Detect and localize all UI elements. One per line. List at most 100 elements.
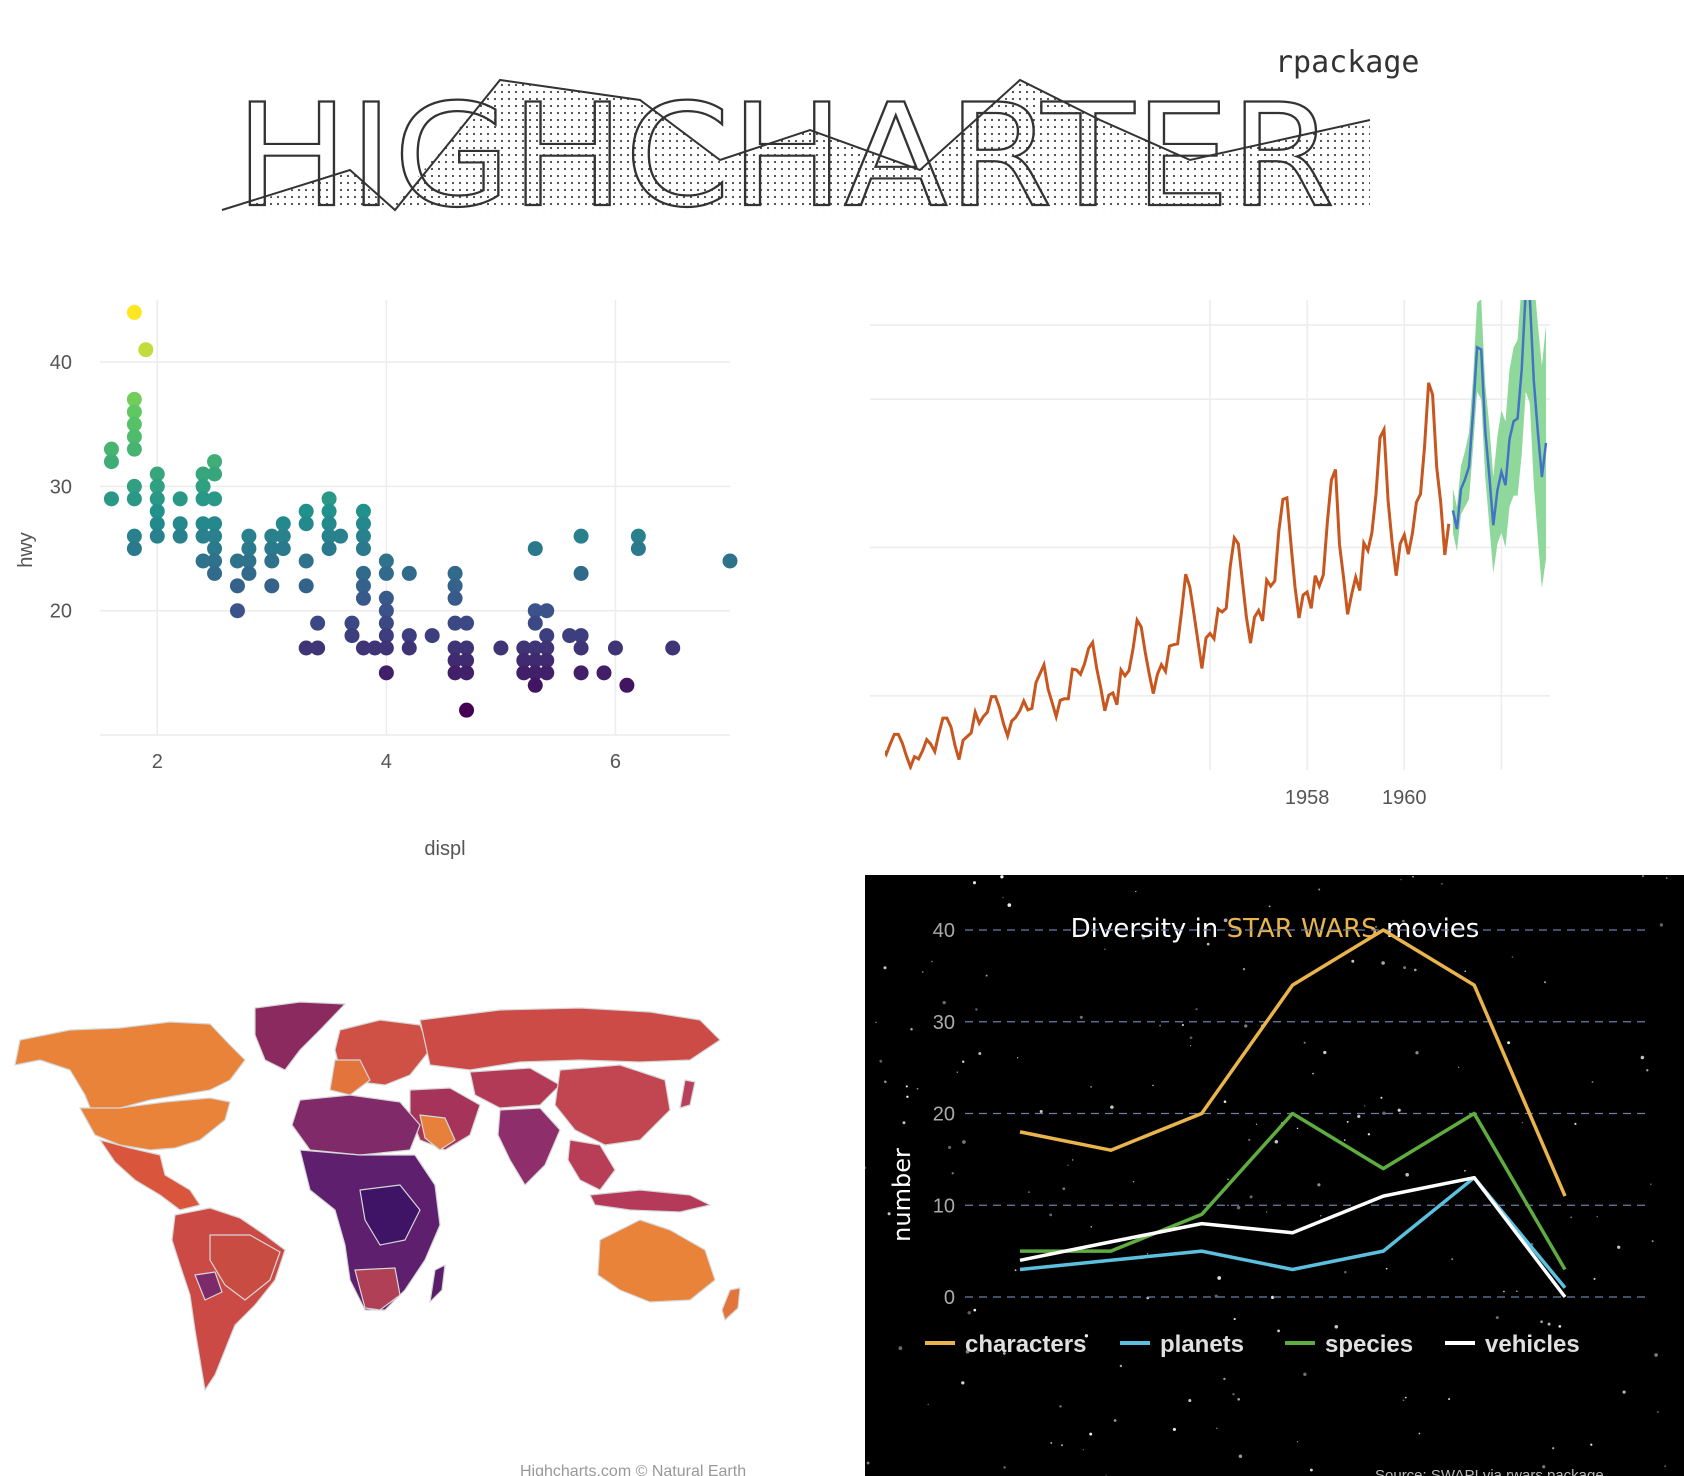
scatter-point[interactable] (126, 441, 142, 457)
scatter-point[interactable] (126, 478, 142, 494)
scatter-point[interactable] (207, 528, 223, 544)
scatter-point[interactable] (447, 665, 463, 681)
scatter-point[interactable] (355, 640, 371, 656)
scatter-point[interactable] (527, 541, 543, 557)
scatter-point[interactable] (207, 466, 223, 482)
scatter-point[interactable] (527, 640, 543, 656)
scatter-point[interactable] (401, 565, 417, 581)
scatter-point[interactable] (333, 528, 349, 544)
scatter-point[interactable] (321, 516, 337, 532)
scatter-point[interactable] (126, 416, 142, 432)
scatter-point[interactable] (149, 503, 165, 519)
scatter-point[interactable] (459, 652, 475, 668)
scatter-point[interactable] (355, 565, 371, 581)
scatter-point[interactable] (264, 541, 280, 557)
scatter-point[interactable] (573, 665, 589, 681)
scatter-point[interactable] (607, 640, 623, 656)
scatter-point[interactable] (401, 628, 417, 644)
scatter-point[interactable] (527, 677, 543, 693)
scatter-point[interactable] (401, 640, 417, 656)
scatter-point[interactable] (149, 466, 165, 482)
scatter-point[interactable] (459, 665, 475, 681)
scatter-point[interactable] (229, 553, 245, 569)
scatter-point[interactable] (355, 590, 371, 606)
scatter-point[interactable] (241, 541, 257, 557)
scatter-point[interactable] (665, 640, 681, 656)
scatter-point[interactable] (722, 553, 738, 569)
scatter-point[interactable] (355, 541, 371, 557)
scatter-point[interactable] (562, 628, 578, 644)
scatter-point[interactable] (195, 516, 211, 532)
scatter-point[interactable] (310, 640, 326, 656)
legend-item-vehicles[interactable]: vehicles (1485, 1331, 1580, 1358)
scatter-point[interactable] (539, 652, 555, 668)
scatter-point[interactable] (103, 454, 119, 470)
scatter-point[interactable] (447, 590, 463, 606)
scatter-point[interactable] (367, 640, 383, 656)
scatter-point[interactable] (298, 516, 314, 532)
scatter-point[interactable] (126, 491, 142, 507)
scatter-point[interactable] (630, 541, 646, 557)
scatter-point[interactable] (493, 640, 509, 656)
scatter-point[interactable] (229, 578, 245, 594)
scatter-point[interactable] (298, 553, 314, 569)
scatter-point[interactable] (149, 478, 165, 494)
scatter-point[interactable] (573, 640, 589, 656)
scatter-point[interactable] (378, 565, 394, 581)
scatter-point[interactable] (264, 578, 280, 594)
scatter-point[interactable] (172, 516, 188, 532)
scatter-point[interactable] (527, 665, 543, 681)
scatter-point[interactable] (275, 516, 291, 532)
scatter-point[interactable] (355, 578, 371, 594)
scatter-point[interactable] (195, 491, 211, 507)
scatter-point[interactable] (126, 391, 142, 407)
scatter-point[interactable] (378, 603, 394, 619)
scatter-point[interactable] (539, 603, 555, 619)
scatter-point[interactable] (103, 441, 119, 457)
scatter-point[interactable] (459, 702, 475, 718)
scatter-point[interactable] (126, 429, 142, 445)
scatter-point[interactable] (310, 615, 326, 631)
scatter-point[interactable] (207, 553, 223, 569)
scatter-point[interactable] (195, 466, 211, 482)
scatter-point[interactable] (447, 565, 463, 581)
scatter-point[interactable] (378, 640, 394, 656)
scatter-point[interactable] (630, 528, 646, 544)
legend-item-planets[interactable]: planets (1160, 1331, 1244, 1358)
starwars-series-vehicles[interactable] (1019, 1175, 1567, 1299)
scatter-point[interactable] (126, 541, 142, 557)
scatter-point[interactable] (298, 640, 314, 656)
scatter-point[interactable] (321, 541, 337, 557)
scatter-point[interactable] (195, 528, 211, 544)
scatter-point[interactable] (378, 628, 394, 644)
legend-item-characters[interactable]: characters (965, 1331, 1086, 1358)
scatter-point[interactable] (321, 528, 337, 544)
scatter-point[interactable] (619, 677, 635, 693)
legend-item-species[interactable]: species (1325, 1331, 1413, 1358)
scatter-point[interactable] (298, 503, 314, 519)
scatter-point[interactable] (378, 615, 394, 631)
scatter-point[interactable] (298, 578, 314, 594)
scatter-point[interactable] (447, 615, 463, 631)
scatter-point[interactable] (207, 541, 223, 557)
scatter-point[interactable] (126, 304, 142, 320)
scatter-point[interactable] (195, 553, 211, 569)
scatter-point[interactable] (573, 565, 589, 581)
scatter-point[interactable] (527, 615, 543, 631)
scatter-point[interactable] (172, 491, 188, 507)
scatter-point[interactable] (355, 516, 371, 532)
scatter-point[interactable] (378, 590, 394, 606)
scatter-point[interactable] (149, 491, 165, 507)
scatter-point[interactable] (103, 491, 119, 507)
scatter-point[interactable] (126, 404, 142, 420)
scatter-point[interactable] (596, 665, 612, 681)
scatter-point[interactable] (459, 615, 475, 631)
scatter-point[interactable] (275, 528, 291, 544)
starwars-series-species[interactable] (1020, 1111, 1567, 1271)
scatter-point[interactable] (195, 478, 211, 494)
scatter-point[interactable] (527, 603, 543, 619)
scatter-point[interactable] (207, 491, 223, 507)
scatter-point[interactable] (459, 640, 475, 656)
scatter-point[interactable] (424, 628, 440, 644)
scatter-point[interactable] (447, 640, 463, 656)
